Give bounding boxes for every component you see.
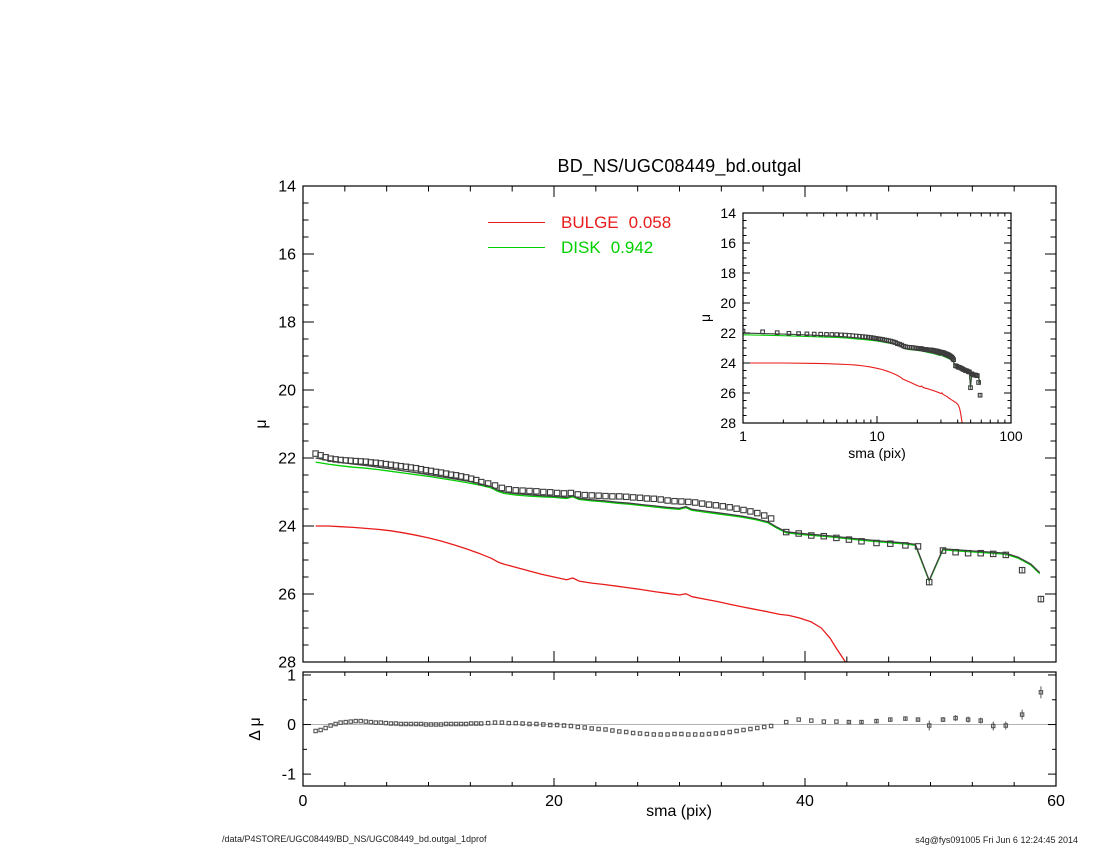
- footer-path: /data/P4STORE/UGC08449/BD_NS/UGC08449_bd…: [222, 834, 487, 844]
- inset-sma-axis-label: sma (pix): [848, 445, 906, 461]
- panel-inset-profile: 14 16 18 20 22 24 26 281 10 100: [720, 205, 1022, 444]
- panel-main-profile: 14 16 18 20 22 24 26 28: [278, 179, 1057, 672]
- svg-text:20: 20: [545, 793, 563, 810]
- series-residual: [313, 686, 1044, 737]
- legend-label-bulge: BULGE 0.058: [561, 213, 671, 233]
- bulge-line-swatch: [488, 222, 545, 223]
- ticks-main-profile: [302, 185, 1057, 663]
- points-observed: [312, 450, 1045, 603]
- points-residual_data_minus_model: [313, 686, 1044, 737]
- curve-disk: [743, 334, 981, 388]
- residual-dmu-axis-label: Δ μ: [247, 717, 264, 741]
- svg-text:1: 1: [739, 428, 747, 444]
- svg-text:24: 24: [720, 355, 736, 371]
- svg-text:22: 22: [720, 325, 736, 341]
- frame-residual: [302, 671, 1057, 787]
- svg-text:0: 0: [287, 717, 296, 734]
- series-inset-profile: [743, 328, 983, 423]
- svg-text:40: 40: [796, 793, 814, 810]
- svg-text:14: 14: [278, 179, 296, 196]
- footer-signature: s4g@fys091005 Fri Jun 6 12:24:45 2014: [915, 835, 1078, 845]
- svg-text:16: 16: [720, 235, 736, 251]
- svg-text:1: 1: [287, 668, 296, 685]
- svg-text:100: 100: [999, 428, 1023, 444]
- svg-text:20: 20: [278, 383, 296, 400]
- legend-item-bulge: BULGE 0.058: [488, 210, 671, 235]
- svg-text:60: 60: [1047, 793, 1065, 810]
- frame-inset-profile: [742, 212, 1012, 424]
- panel-residual: 10-10 20 40 60: [282, 668, 1065, 810]
- points-observed: [743, 328, 983, 398]
- curve-bulge: [315, 525, 846, 662]
- svg-text:26: 26: [278, 587, 296, 604]
- tick-labels-main-profile: 14 16 18 20 22 24 26 28: [278, 179, 296, 672]
- curve-total_model: [743, 332, 981, 388]
- disk-name: DISK: [561, 237, 601, 257]
- svg-text:14: 14: [720, 205, 736, 221]
- curve-total_model: [315, 457, 1041, 582]
- svg-text:20: 20: [720, 295, 736, 311]
- disk-fraction: 0.942: [610, 237, 654, 257]
- disk-line-swatch: [488, 247, 545, 248]
- svg-text:28: 28: [278, 655, 296, 672]
- residual-sma-axis-label: sma (pix): [646, 803, 712, 820]
- svg-text:24: 24: [278, 519, 296, 536]
- page-title: BD_NS/UGC08449_bd.outgal: [557, 156, 802, 176]
- bulge-name: BULGE: [561, 212, 619, 232]
- ticks-residual: [302, 672, 1057, 786]
- tick-labels-inset-profile: 14 16 18 20 22 24 26 281 10 100: [720, 205, 1022, 444]
- svg-text:-1: -1: [282, 767, 296, 784]
- svg-text:16: 16: [278, 247, 296, 264]
- svg-text:28: 28: [720, 415, 736, 431]
- svg-text:26: 26: [720, 385, 736, 401]
- ticks-inset-profile: [742, 212, 1012, 424]
- curve-disk: [315, 461, 1041, 582]
- bulge-fraction: 0.058: [628, 212, 672, 232]
- legend: BULGE 0.058 DISK 0.942: [488, 210, 671, 260]
- tick-labels-residual: 10-10 20 40 60: [282, 668, 1065, 810]
- svg-text:22: 22: [278, 451, 296, 468]
- curve-bulge: [743, 362, 963, 423]
- series-main-profile: [312, 450, 1045, 662]
- svg-text:0: 0: [299, 793, 308, 810]
- svg-text:18: 18: [278, 315, 296, 332]
- svg-text:10: 10: [869, 428, 885, 444]
- svg-text:18: 18: [720, 265, 736, 281]
- main-mu-axis-label: μ: [253, 419, 270, 429]
- legend-label-disk: DISK 0.942: [561, 238, 653, 258]
- frame-main-profile: [302, 185, 1057, 663]
- inset-mu-axis-label: μ: [697, 313, 713, 323]
- legend-item-disk: DISK 0.942: [488, 235, 671, 260]
